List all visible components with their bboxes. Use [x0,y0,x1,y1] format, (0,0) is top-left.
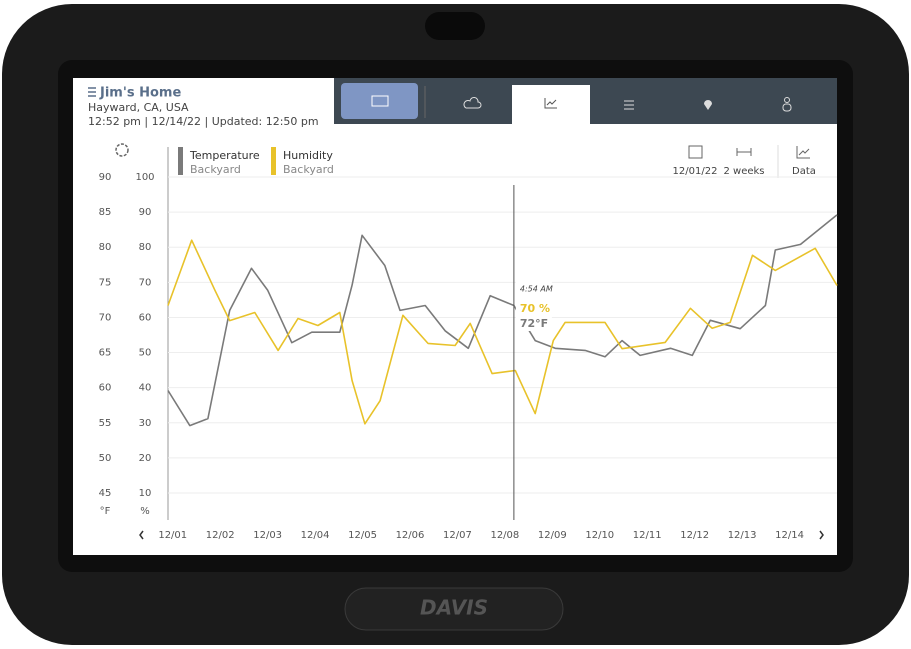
tab-chart-icon [544,98,557,109]
cursor-time: 4:54 AM [520,285,553,294]
y2-tick-label: 10 [139,488,152,499]
legend-label: Temperature [189,149,260,162]
y2-tick-label: 60 [139,312,152,323]
y2-tick-label: 30 [139,418,152,429]
location: Hayward, CA, USA [88,101,189,114]
x-tick-label: 12/07 [443,530,472,541]
x-tick-label: 12/11 [633,530,662,541]
tab-forecast[interactable] [463,97,482,109]
y2-tick-label: 40 [139,383,152,394]
brand: DAVIS [420,596,488,620]
x-tick-label: 12/05 [348,530,377,541]
tab-icon [371,95,389,107]
x-tick-label: 12/03 [253,530,282,541]
y2-tick-label: 90 [139,207,152,218]
x-tick-label: 12/12 [680,530,709,541]
x-tick-label: 12/02 [206,530,235,541]
y-tick-label: 65 [99,348,112,359]
range-control[interactable]: 2 weeks [723,166,764,177]
tab-list[interactable] [624,100,634,110]
legend-label: Humidity [283,149,333,162]
next-arrow[interactable] [819,530,824,540]
y2-tick-label: 70 [139,277,152,288]
screen [73,78,837,555]
y-tick-label: 75 [99,277,112,288]
x-tick-label: 12/06 [396,530,425,541]
logo-plate [344,587,564,631]
menu-icon[interactable] [88,87,96,97]
tab-selected[interactable] [512,85,590,124]
x-tick-label: 12/13 [728,530,757,541]
y2-tick-label: 80 [139,242,152,253]
y2-unit: % [140,506,150,517]
legend-station: Backyard [283,163,334,176]
x-tick-label: 12/04 [301,530,330,541]
x-tick-label: 12/01 [158,530,187,541]
tab-map[interactable] [704,100,712,110]
data-control[interactable]: Data [792,166,816,177]
date-control[interactable]: 12/01/22 [673,166,718,177]
y2-tick-label: 50 [139,348,152,359]
x-tick-label: 12/14 [775,530,804,541]
x-tick-label: 12/08 [490,530,519,541]
y-tick-label: 55 [99,418,112,429]
series-line [167,214,838,427]
series-line [167,239,838,425]
prev-arrow[interactable] [139,530,144,540]
settings-icon[interactable] [115,143,129,157]
x-tick-label: 12/09 [538,530,567,541]
camera [425,12,485,40]
y-tick-label: 50 [99,453,112,464]
calendar-icon[interactable] [688,145,703,159]
y-unit: °F [100,506,111,517]
y2-tick-label: 100 [135,172,154,183]
data-icon[interactable] [796,146,810,159]
x-tick-label: 12/10 [585,530,614,541]
y-tick-label: 90 [99,172,112,183]
legend-station: Backyard [190,163,241,176]
y-tick-label: 70 [99,312,112,323]
legend-swatch [178,147,183,175]
y-tick-label: 60 [99,383,112,394]
y-tick-label: 85 [99,207,112,218]
tab-profile[interactable] [784,97,790,103]
cursor-humidity: 70 % [520,302,550,315]
tab-current[interactable] [341,83,418,119]
range-icon[interactable] [736,148,752,156]
status: 12:52 pm | 12/14/22 | Updated: 12:50 pm [88,115,319,128]
y-tick-label: 45 [99,488,112,499]
legend-swatch [271,147,276,175]
station-title[interactable]: Jim's Home [99,86,181,101]
cursor-temperature: 72°F [520,317,548,330]
tab-profile-body [782,103,792,112]
cursor-label-bg [515,281,552,331]
y2-tick-label: 20 [139,453,152,464]
y-tick-label: 80 [99,242,112,253]
